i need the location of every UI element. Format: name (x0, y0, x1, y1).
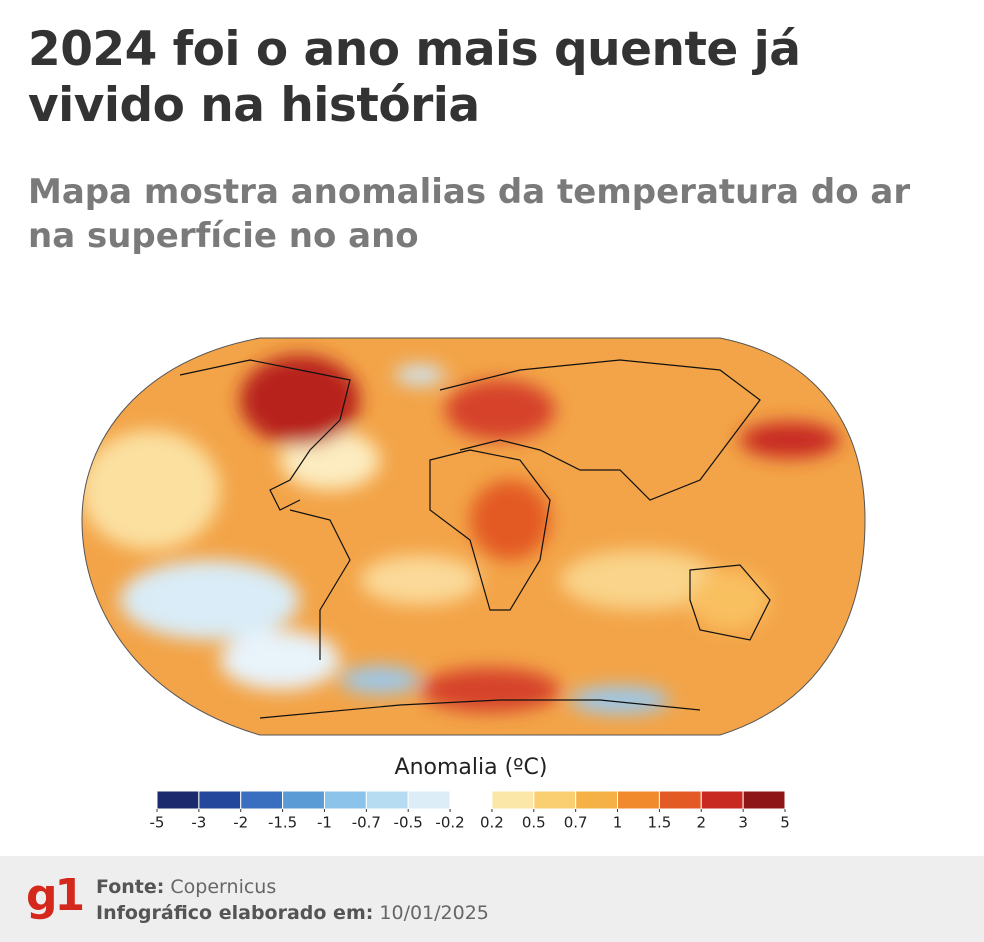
legend-title: Anomalia (ºC) (395, 755, 548, 780)
date: 10/01/2025 (379, 902, 489, 924)
color-bin (658, 790, 702, 810)
color-bin (240, 790, 284, 810)
map-area: Anomalia (ºC) -5 -3 -2 -1.5 -1 -0.7 -0.5 -0.2 0.… (81, 337, 866, 832)
color-bin (407, 790, 451, 810)
source-label: Fonte: (96, 876, 165, 898)
tick-label: -1 (317, 814, 332, 832)
color-bin (282, 790, 325, 810)
tick-label: -3 (191, 814, 206, 832)
tick-label: -0.7 (352, 814, 381, 832)
source: Copernicus (170, 876, 277, 898)
color-bin (533, 790, 577, 810)
color-bin (617, 790, 660, 810)
date-line: Infográfico elaborado em: 10/01/2025 (96, 902, 489, 924)
color-bin (575, 790, 619, 810)
source-line: Fonte: Copernicus (96, 876, 276, 898)
anomaly-map (82, 338, 865, 735)
tick-label: 1 (613, 814, 623, 832)
color-bin (198, 790, 242, 810)
colorbar: -5 -3 -2 -1.5 -1 -0.7 -0.5 -0.2 0.2 0.5 0.7 1 1.5 2 3 5 (150, 790, 790, 832)
tick-label: 0.5 (522, 814, 546, 832)
tick-label: -1.5 (268, 814, 297, 832)
tick-label: 0.2 (480, 814, 504, 832)
tick-label: -0.5 (394, 814, 423, 832)
color-bin (742, 790, 786, 810)
tick-label: 1.5 (647, 814, 671, 832)
tick-label: 3 (738, 814, 748, 832)
subtitle: Mapa mostra anomalias da temperatura do … (28, 172, 911, 256)
tick-label: 2 (696, 814, 706, 832)
tick-label: 5 (780, 814, 790, 832)
color-bin (491, 790, 535, 810)
color-bin (365, 790, 409, 810)
tick-label: -0.2 (435, 814, 464, 832)
logo: g1 (26, 870, 85, 921)
color-bin (700, 790, 744, 810)
footer: g1 Fonte: Copernicus Infográfico elabora… (0, 856, 984, 942)
color-bin (449, 790, 493, 810)
color-bin (323, 790, 367, 810)
title: 2024 foi o ano mais quente já vivido na … (28, 22, 801, 133)
date-label: Infográfico elaborado em: (96, 902, 374, 924)
tick-label: -5 (150, 814, 165, 832)
tick-label: -2 (233, 814, 248, 832)
map-outline (81, 337, 866, 736)
tick-label: 0.7 (564, 814, 588, 832)
color-bin (156, 790, 200, 810)
